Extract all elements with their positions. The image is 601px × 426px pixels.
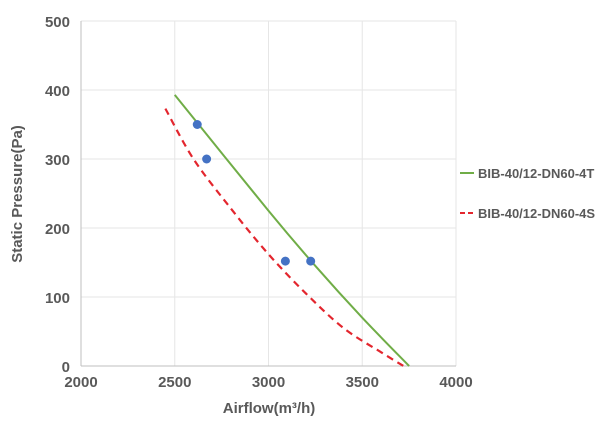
series-line-1	[173, 94, 410, 367]
legend-label-1: BIB-40/12-DN60-4T	[478, 166, 594, 181]
y-tick-label: 300	[45, 152, 70, 169]
y-tick-label: 0	[62, 359, 70, 376]
y-axis-title: Static Pressure(Pa)	[9, 125, 26, 263]
legend-label-2: BIB-40/12-DN60-4S	[478, 206, 595, 221]
x-tick-label: 2500	[158, 374, 191, 391]
series-line-2	[164, 108, 405, 367]
grid	[81, 20, 457, 366]
legend: BIB-40/12-DN60-4T BIB-40/12-DN60-4S	[460, 166, 595, 221]
x-axis-title: Airflow(m³/h)	[223, 400, 315, 417]
y-tick-label: 200	[45, 221, 70, 238]
x-tick-label: 3500	[346, 374, 379, 391]
data-point	[202, 154, 212, 164]
data-point	[280, 256, 290, 266]
axes: 0 100 200 300 400 500 2000 2500 3000 3500 4000	[45, 14, 473, 391]
series	[164, 94, 410, 367]
data-point	[306, 256, 316, 266]
x-tick-label: 2000	[64, 374, 97, 391]
data-point	[192, 120, 202, 129]
y-tick-label: 500	[45, 14, 70, 31]
y-tick-label: 100	[45, 290, 70, 307]
y-tick-label: 400	[45, 83, 70, 100]
x-tick-label: 3000	[252, 374, 285, 391]
data-points	[192, 120, 316, 266]
x-tick-label: 4000	[439, 374, 472, 391]
